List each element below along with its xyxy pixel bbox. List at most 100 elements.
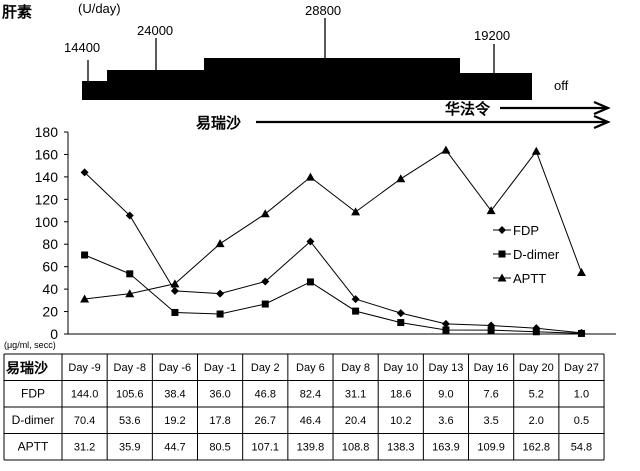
- dose-label-2: 24000: [137, 23, 173, 38]
- table-cell: 162.8: [523, 442, 551, 454]
- legend-label-d-dimer: D-dimer: [513, 247, 560, 262]
- argatroban-arrowhead: [593, 114, 611, 130]
- data-point-d-dimer: [261, 300, 269, 308]
- table-cell: 19.2: [164, 415, 185, 427]
- table-cell: 3.5: [483, 415, 498, 427]
- series-line-fdp: [84, 172, 582, 334]
- table-cell: 139.8: [297, 442, 325, 454]
- data-point-aptt: [441, 145, 451, 154]
- table-cell: 3.6: [438, 415, 453, 427]
- table-row-label: D-dimer: [12, 413, 55, 427]
- data-point-aptt: [531, 146, 541, 155]
- data-point-aptt: [576, 268, 586, 277]
- table-cell: 20.4: [345, 415, 366, 427]
- table-header-cell: Day 20: [519, 362, 554, 374]
- table-header-cell: Day 8: [341, 362, 370, 374]
- table-header-cell: Day 2: [251, 362, 280, 374]
- data-point-aptt: [215, 239, 225, 248]
- data-point-d-dimer: [352, 307, 360, 315]
- y-tick-label: 180: [35, 124, 59, 140]
- data-point-aptt: [170, 279, 180, 288]
- table-header-cell: Day -8: [114, 362, 146, 374]
- table-cell: 35.9: [119, 442, 140, 454]
- data-point-d-dimer: [81, 251, 89, 259]
- heparin-panel: 肝素 (U/day) 14400 24000 28800 19200 off: [2, 1, 569, 100]
- table-row-label: APTT: [18, 440, 49, 454]
- dose-label-1: 14400: [64, 40, 100, 55]
- data-point-fdp: [351, 295, 360, 304]
- table-cell: 54.8: [571, 442, 592, 454]
- table-cell: 44.7: [164, 442, 185, 454]
- y-tick-label: 120: [35, 191, 59, 207]
- table-cell: 107.1: [251, 442, 279, 454]
- legend-label-aptt: APTT: [513, 271, 546, 286]
- data-point-d-dimer: [216, 310, 224, 318]
- series-fdp: [80, 168, 586, 337]
- table-cell: 36.0: [209, 389, 230, 401]
- data-point-aptt: [80, 294, 90, 303]
- table-cell: 18.6: [390, 389, 411, 401]
- table-cell: 70.4: [74, 415, 95, 427]
- data-point-fdp: [170, 286, 179, 295]
- table-cell: 163.9: [432, 442, 460, 454]
- table-header-cell: Day 6: [296, 362, 325, 374]
- data-point-aptt: [305, 172, 315, 181]
- heparin-label: 肝素: [2, 3, 32, 21]
- table-cell: 144.0: [71, 389, 99, 401]
- data-point-aptt: [486, 206, 496, 215]
- table-cell: 31.1: [345, 389, 366, 401]
- series-aptt: [80, 145, 586, 303]
- table-cell: 1.0: [574, 389, 589, 401]
- table-cell: 108.8: [342, 442, 370, 454]
- data-point-fdp: [216, 289, 225, 298]
- table-cell: 109.9: [477, 442, 505, 454]
- data-point-aptt: [396, 174, 406, 183]
- legend-marker-d-dimer: [498, 250, 506, 258]
- data-point-fdp: [441, 319, 450, 328]
- data-table: 易瑞沙 Day -9 Day -8 Day -6 Day -1 Day 2 Day 6 Day…: [3, 353, 605, 461]
- data-point-d-dimer: [306, 278, 314, 286]
- drug-arrows: 易瑞沙 华法令: [196, 100, 611, 132]
- table-header-cell: Day 10: [383, 362, 418, 374]
- table-cell: 82.4: [300, 389, 321, 401]
- table-cell: 10.2: [390, 415, 411, 427]
- data-point-fdp: [80, 168, 89, 177]
- table-row-label: FDP: [21, 387, 45, 401]
- dose-label-3: 28800: [305, 3, 341, 18]
- legend-marker-aptt: [497, 273, 507, 282]
- y-tick-label: 0: [50, 326, 58, 342]
- data-point-aptt: [260, 209, 270, 218]
- warfarin-arrowhead: [593, 100, 611, 116]
- series-d-dimer: [81, 251, 585, 337]
- table-cell: 0.5: [574, 415, 589, 427]
- dose-label-4: 19200: [474, 28, 510, 43]
- y-tick-label: 140: [35, 169, 59, 185]
- table-cell: 105.6: [116, 389, 144, 401]
- data-point-aptt: [351, 207, 361, 216]
- table-cell: 80.5: [209, 442, 230, 454]
- table-cell: 31.2: [74, 442, 95, 454]
- table-header-cell: Day 13: [429, 362, 464, 374]
- warfarin-label: 华法令: [445, 100, 491, 118]
- y-tick-label: 160: [35, 146, 59, 162]
- series-line-d-dimer: [84, 254, 582, 334]
- table-cell: 2.0: [529, 415, 544, 427]
- table-corner-label: 易瑞沙: [6, 360, 48, 376]
- data-point-aptt: [125, 289, 135, 298]
- data-point-d-dimer: [397, 319, 405, 327]
- data-point-d-dimer: [442, 326, 450, 334]
- table-header-cell: Day 27: [564, 362, 599, 374]
- table-cell: 138.3: [387, 442, 415, 454]
- y-tick-label: 60: [42, 259, 58, 275]
- y-tick-label: 80: [42, 236, 58, 252]
- y-tick-label: 20: [42, 304, 58, 320]
- series-layer: [80, 145, 586, 337]
- table-cell: 26.7: [255, 415, 276, 427]
- heparin-unit: (U/day): [78, 1, 121, 16]
- table-cell: 38.4: [164, 389, 185, 401]
- data-point-fdp: [306, 237, 315, 246]
- table-header-cell: Day -1: [204, 362, 236, 374]
- table-header-cell: Day 16: [474, 362, 509, 374]
- table-cell: 17.8: [209, 415, 230, 427]
